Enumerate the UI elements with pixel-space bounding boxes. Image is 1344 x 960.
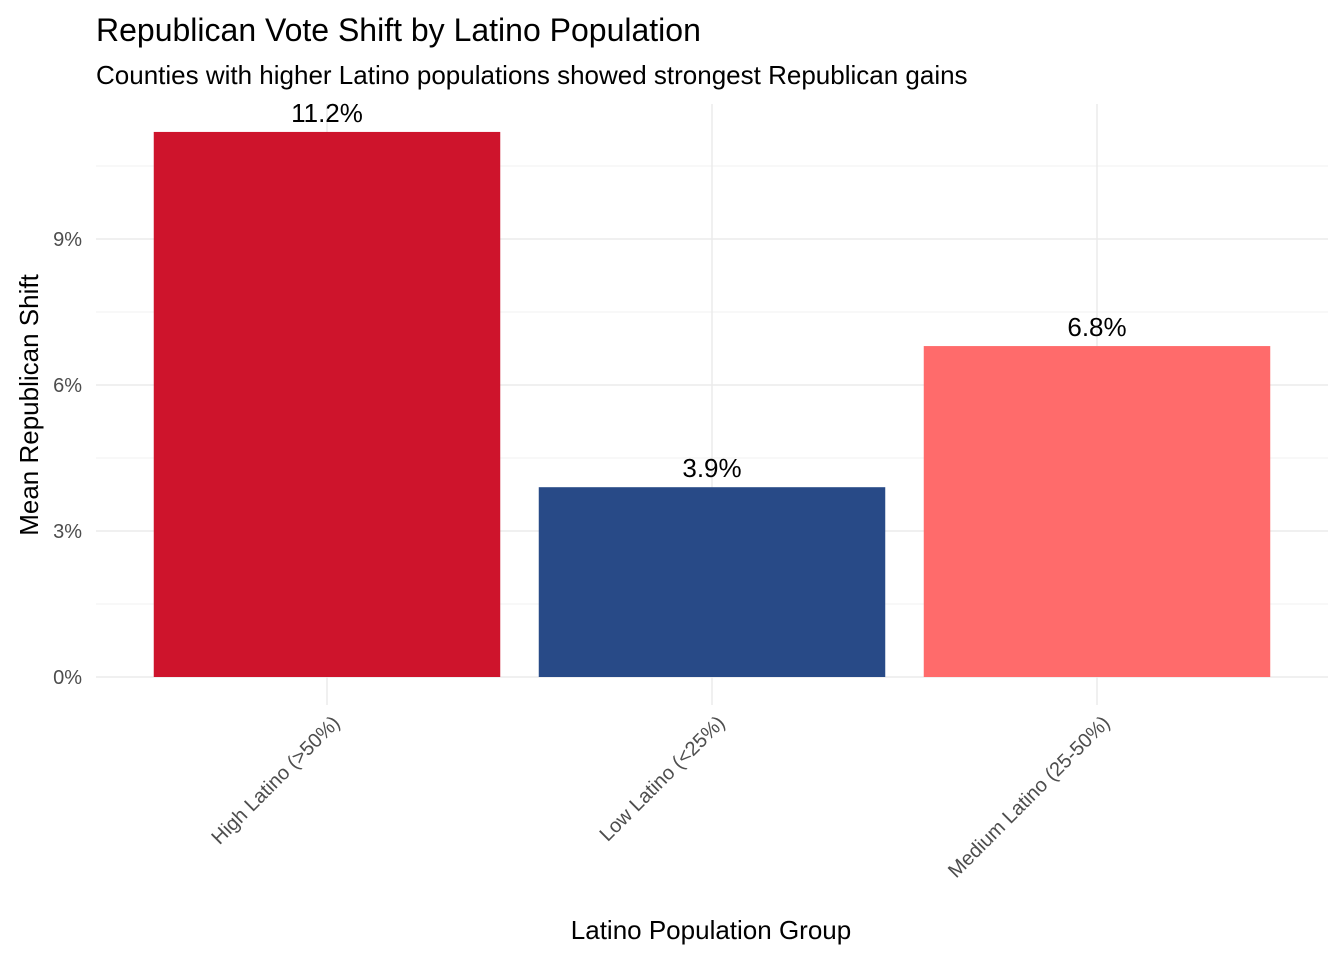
bars — [153, 131, 1271, 677]
x-tick-label: Medium Latino (25-50%) — [944, 712, 1114, 882]
x-axis-title: Latino Population Group — [571, 915, 851, 945]
chart-subtitle: Counties with higher Latino populations … — [96, 60, 968, 90]
y-tick-label: 0% — [53, 667, 82, 689]
bar-value-label: 11.2% — [291, 98, 363, 128]
bar — [923, 346, 1271, 677]
chart-title: Republican Vote Shift by Latino Populati… — [96, 12, 701, 48]
bar — [153, 131, 501, 677]
y-tick-label: 6% — [53, 375, 82, 397]
x-tick-label: High Latino (>50%) — [208, 712, 345, 849]
y-tick-label: 9% — [53, 229, 82, 251]
y-axis-title: Mean Republican Shift — [14, 273, 44, 535]
y-axis-ticks: 0% 3% 6% 9% — [53, 229, 82, 689]
bar-value-label: 6.8% — [1067, 312, 1126, 342]
y-tick-label: 3% — [53, 521, 82, 543]
bar-value-label: 3.9% — [682, 453, 741, 483]
x-tick-label: Low Latino (<25%) — [596, 712, 730, 846]
bar — [538, 487, 886, 677]
data-labels: 11.2% 3.9% 6.8% — [291, 98, 1127, 483]
x-axis-ticks: High Latino (>50%) Low Latino (<25%) Mediu… — [208, 712, 1115, 882]
